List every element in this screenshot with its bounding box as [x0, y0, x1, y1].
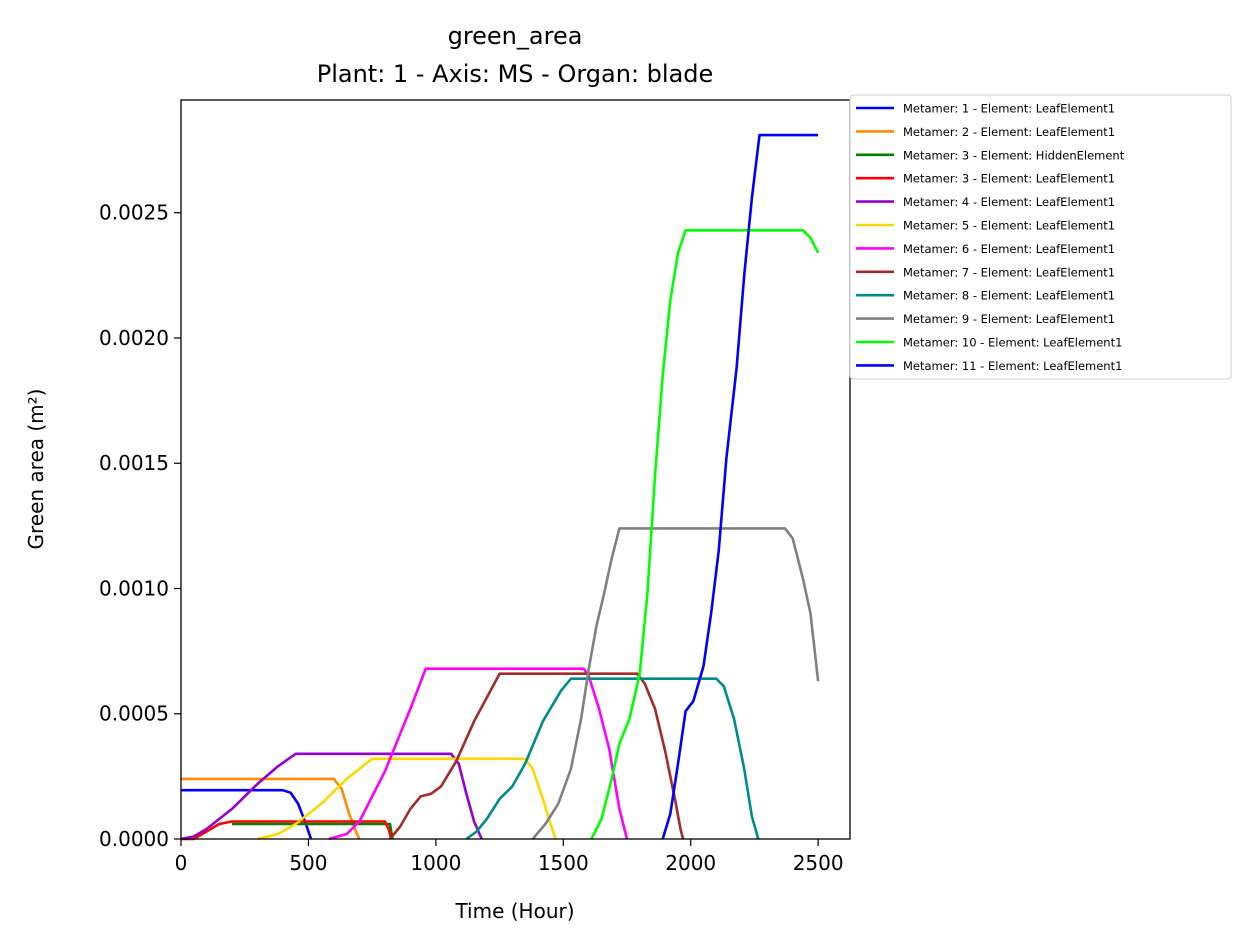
legend-label: Metamer: 7 - Element: LeafElement1	[903, 265, 1115, 279]
series-line-11	[590, 229, 820, 840]
series-line-3	[232, 822, 394, 840]
x-tick-label: 2500	[793, 851, 844, 875]
chart-subtitle: Plant: 1 - Axis: MS - Organ: blade	[317, 60, 714, 88]
series-layer	[180, 133, 820, 841]
x-tick-label: 500	[289, 851, 327, 875]
legend-label: Metamer: 4 - Element: LeafElement1	[903, 195, 1115, 209]
y-tick-label: 0.0005	[99, 702, 169, 726]
series-line-9	[465, 677, 760, 841]
x-tick-label: 0	[175, 851, 188, 875]
chart-title: green_area	[448, 22, 583, 50]
plot-area	[180, 99, 851, 841]
legend-label: Metamer: 8 - Element: LeafElement1	[903, 289, 1115, 303]
x-axis: 0 500 1000 1500 2000 2500	[175, 839, 844, 875]
series-line-12	[661, 133, 819, 840]
plot-frame	[180, 99, 851, 840]
y-tick-label: 0.0000	[99, 827, 169, 851]
y-tick-label: 0.0015	[99, 451, 169, 475]
legend-box	[849, 94, 1232, 380]
legend-label: Metamer: 1 - Element: LeafElement1	[903, 102, 1115, 116]
legend-label: Metamer: 2 - Element: LeafElement1	[903, 125, 1115, 139]
series-line-7	[328, 667, 629, 841]
series-line-8	[388, 672, 685, 840]
legend-label: Metamer: 3 - Element: HiddenElement	[903, 148, 1125, 162]
x-tick-label: 1500	[538, 851, 589, 875]
y-tick-label: 0.0025	[99, 201, 169, 225]
series-line-4	[181, 820, 393, 841]
x-axis-label: Time (Hour)	[454, 899, 574, 923]
series-line-5	[180, 752, 483, 841]
legend-label: Metamer: 9 - Element: LeafElement1	[903, 312, 1115, 326]
legend-label: Metamer: 3 - Element: LeafElement1	[903, 172, 1115, 186]
legend-label: Metamer: 6 - Element: LeafElement1	[903, 242, 1115, 256]
legend: Metamer: 1 - Element: LeafElement1 Metame…	[849, 94, 1232, 380]
y-tick-label: 0.0020	[99, 326, 169, 350]
series-line-6	[257, 757, 557, 841]
legend-label: Metamer: 10 - Element: LeafElement1	[903, 336, 1122, 350]
x-tick-label: 1000	[410, 851, 461, 875]
y-axis-label: Green area (m²)	[24, 389, 48, 550]
legend-label: Metamer: 5 - Element: LeafElement1	[903, 219, 1115, 233]
legend-label: Metamer: 11 - Element: LeafElement1	[903, 359, 1122, 373]
series-line-10	[531, 527, 820, 840]
y-axis: 0.0000 0.0005 0.0010 0.0015 0.0020 0.0025	[99, 201, 181, 851]
y-tick-label: 0.0010	[99, 576, 169, 600]
x-tick-label: 2000	[665, 851, 716, 875]
